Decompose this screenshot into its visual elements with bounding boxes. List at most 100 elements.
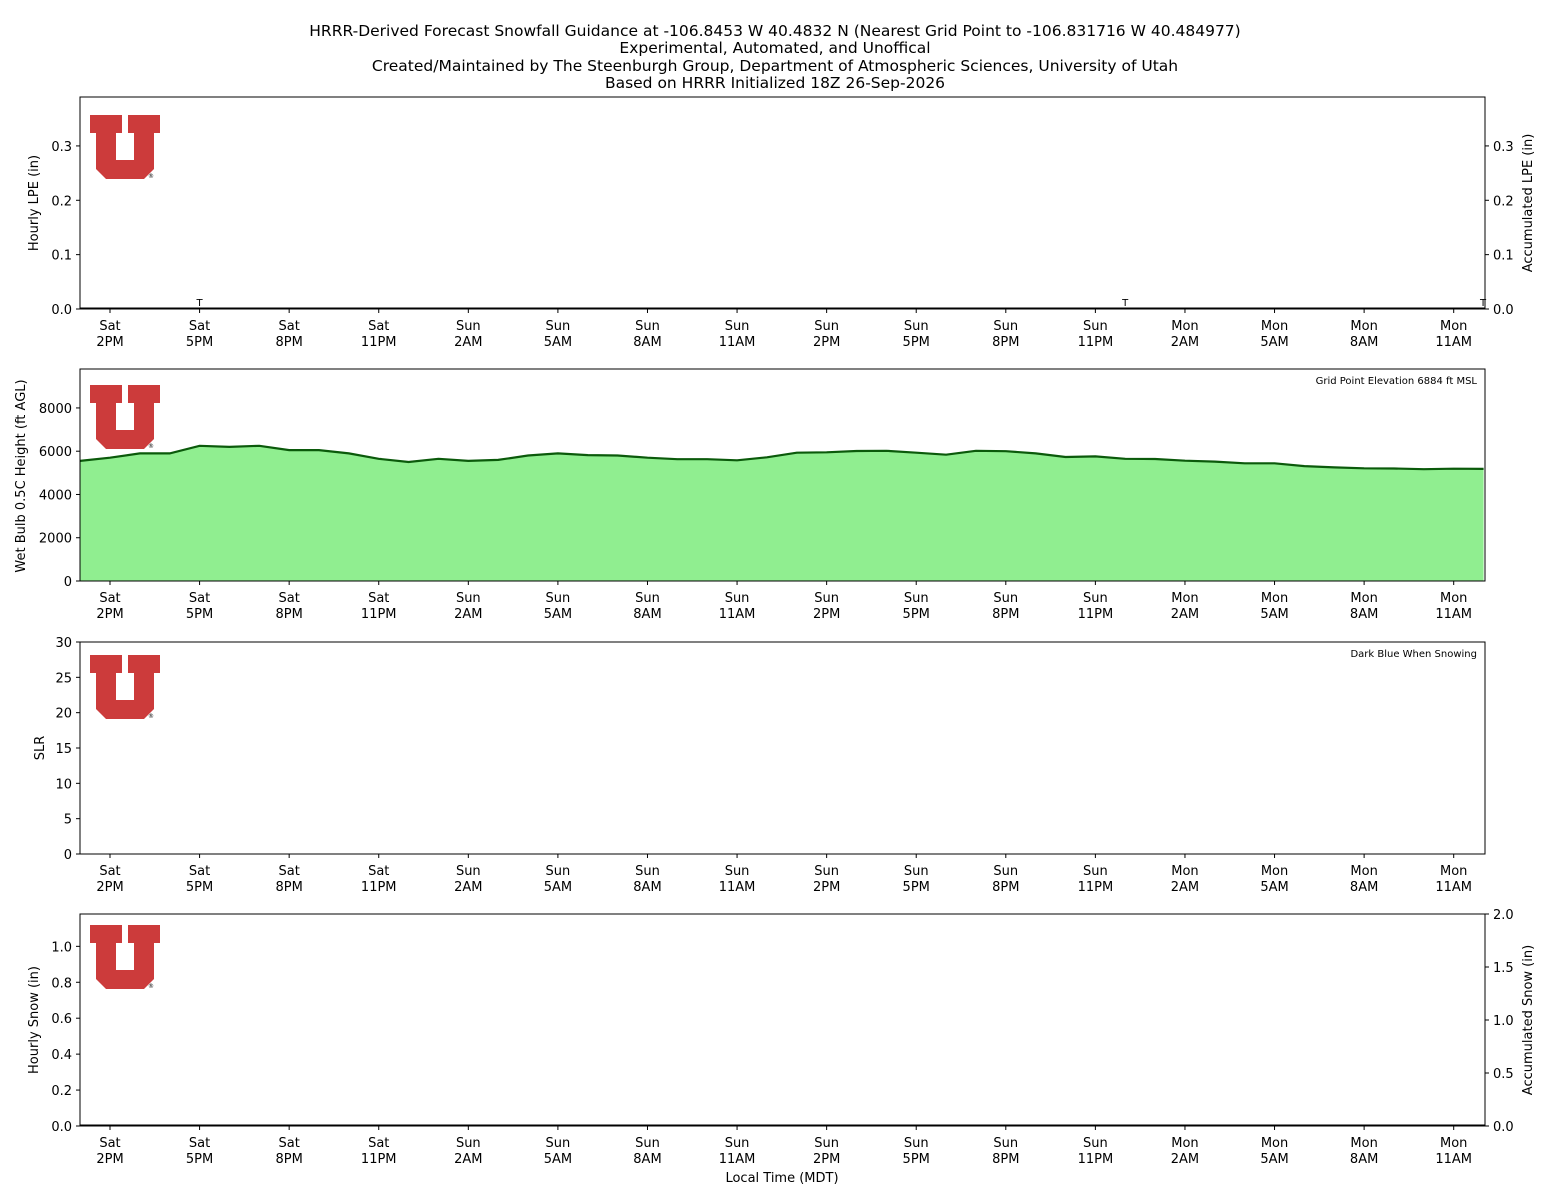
trace-marker: T xyxy=(196,298,204,309)
x-tick-label-day: Sat xyxy=(278,864,299,879)
x-tick-label-day: Sun xyxy=(725,1136,750,1151)
x-tick-label-time: 8AM xyxy=(1350,335,1378,350)
registered-mark: ® xyxy=(148,443,154,450)
x-tick-label-day: Sat xyxy=(189,591,210,606)
y-tick-label: 0.1 xyxy=(51,249,72,264)
panel-wetbulb-height: ® Grid Point Elevation 6884 ft MSL 0 2000… xyxy=(14,368,1486,622)
x-tick-label-time: 2AM xyxy=(1171,1152,1199,1167)
x-tick-label-day: Sun xyxy=(456,1136,481,1151)
x-tick-label-day: Sun xyxy=(814,591,839,606)
x-ticks: Sat2PMSat5PMSat8PMSat11PMSun2AMSun5AMSun… xyxy=(96,581,1472,622)
y-tick-label: 4000 xyxy=(39,488,72,503)
x-tick-label-time: 8PM xyxy=(275,1152,302,1167)
x-tick-label-time: 5AM xyxy=(544,607,572,622)
x-tick-label-day: Sun xyxy=(635,591,660,606)
x-tick-label-day: Mon xyxy=(1350,591,1377,606)
registered-mark: ® xyxy=(148,713,154,720)
x-tick-label-day: Sat xyxy=(368,591,389,606)
x-tick-label-day: Sat xyxy=(278,319,299,334)
x-tick-label-day: Sun xyxy=(546,319,571,334)
x-tick-label-day: Sun xyxy=(1083,864,1108,879)
y-tick-label-right: 2.0 xyxy=(1493,908,1514,923)
y-tick-label: 0.0 xyxy=(51,303,72,318)
y-axis-label-right: Accumulated Snow (in) xyxy=(1521,945,1536,1095)
y-tick-label-right: 0.0 xyxy=(1493,1120,1514,1135)
x-tick-label-time: 2PM xyxy=(96,1152,123,1167)
panel-hourly-snow: ® 0.0 0.2 0.4 0.6 0.8 1.0 0.0 0.5 1.0 1.5 2.0 Sat… xyxy=(27,908,1536,1167)
panel-slr: ® Dark Blue When Snowing 0 5 10 15 20 25 30 Sa… xyxy=(33,636,1486,895)
grid-elevation-annotation: Grid Point Elevation 6884 ft MSL xyxy=(1316,376,1478,387)
y-tick-label: 0.4 xyxy=(51,1048,72,1063)
x-tick-label-day: Mon xyxy=(1350,1136,1377,1151)
x-tick-label-day: Sun xyxy=(546,864,571,879)
y-tick-label: 15 xyxy=(55,742,72,757)
x-tick-label-time: 11AM xyxy=(1435,880,1472,895)
y-tick-label: 25 xyxy=(55,671,72,686)
y-tick-label: 30 xyxy=(55,636,72,651)
x-tick-label-day: Sat xyxy=(278,1136,299,1151)
y-tick-label: 0 xyxy=(64,848,72,863)
x-tick-label-time: 5AM xyxy=(544,335,572,350)
y-tick-label: 1.0 xyxy=(51,940,72,955)
y-tick-label: 2000 xyxy=(39,532,72,547)
y-tick-label-right: 1.5 xyxy=(1493,961,1514,976)
y-tick-label: 0 xyxy=(64,575,72,590)
y-tick-label-right: 0.3 xyxy=(1493,140,1514,155)
trace-marker: T xyxy=(1121,298,1129,309)
u-logo-shape xyxy=(90,655,160,719)
x-tick-label-time: 11PM xyxy=(1078,1152,1114,1167)
x-tick-label-time: 5PM xyxy=(903,335,930,350)
x-tick-label-time: 11AM xyxy=(1435,1152,1472,1167)
x-tick-label-day: Sat xyxy=(99,591,120,606)
x-tick-label-day: Sun xyxy=(1083,319,1108,334)
y-ticks-left: 0.0 0.2 0.4 0.6 0.8 1.0 xyxy=(51,940,80,1135)
x-tick-label-time: 2AM xyxy=(1171,607,1199,622)
x-tick-label-day: Sun xyxy=(993,591,1018,606)
logo-icon: ® xyxy=(90,385,160,450)
x-tick-label-day: Sun xyxy=(725,591,750,606)
x-tick-label-day: Sun xyxy=(635,1136,660,1151)
x-tick-label-day: Sun xyxy=(1083,1136,1108,1151)
x-tick-label-time: 2PM xyxy=(96,335,123,350)
registered-mark: ® xyxy=(148,173,154,180)
y-tick-label: 0.2 xyxy=(51,1084,72,1099)
y-tick-label-right: 0.2 xyxy=(1493,194,1514,209)
x-tick-label-time: 5AM xyxy=(1260,1152,1288,1167)
x-tick-label-time: 2AM xyxy=(1171,335,1199,350)
x-tick-label-time: 5AM xyxy=(544,880,572,895)
x-tick-label-day: Mon xyxy=(1261,864,1288,879)
x-tick-label-day: Sun xyxy=(456,591,481,606)
wetbulb-area xyxy=(79,444,1484,581)
figure-title: HRRR-Derived Forecast Snowfall Guidance … xyxy=(309,22,1240,92)
title-line-3: Created/Maintained by The Steenburgh Gro… xyxy=(372,57,1178,75)
x-tick-label-day: Sun xyxy=(546,591,571,606)
x-tick-label-time: 8PM xyxy=(275,880,302,895)
x-tick-label-time: 5AM xyxy=(1260,607,1288,622)
x-tick-label-day: Sun xyxy=(1083,591,1108,606)
x-tick-label-day: Mon xyxy=(1440,591,1467,606)
x-tick-label-time: 11PM xyxy=(361,1152,397,1167)
y-axis-label-right: Accumulated LPE (in) xyxy=(1521,134,1536,273)
x-tick-label-day: Sat xyxy=(368,1136,389,1151)
x-tick-label-time: 5PM xyxy=(186,335,213,350)
x-tick-label-day: Sun xyxy=(814,319,839,334)
y-tick-label-right: 0.5 xyxy=(1493,1067,1514,1082)
x-tick-label-day: Mon xyxy=(1171,1136,1198,1151)
x-tick-label-day: Sun xyxy=(904,591,929,606)
y-tick-label: 8000 xyxy=(39,402,72,417)
y-axis-label: Wet Bulb 0.5C Height (ft AGL) xyxy=(14,379,29,572)
x-tick-label-time: 2AM xyxy=(1171,880,1199,895)
x-tick-label-time: 8PM xyxy=(275,607,302,622)
y-tick-label: 5 xyxy=(64,813,72,828)
x-tick-label-day: Sun xyxy=(814,864,839,879)
x-ticks: Sat2PMSat5PMSat8PMSat11PMSun2AMSun5AMSun… xyxy=(96,1126,1472,1167)
x-tick-label-day: Sat xyxy=(189,864,210,879)
y-tick-label: 0.0 xyxy=(51,1120,72,1135)
title-line-1: HRRR-Derived Forecast Snowfall Guidance … xyxy=(309,22,1240,40)
x-tick-label-time: 8AM xyxy=(1350,880,1378,895)
y-tick-label: 0.8 xyxy=(51,976,72,991)
x-tick-label-time: 11PM xyxy=(361,335,397,350)
y-ticks-left: 0.0 0.1 0.2 0.3 xyxy=(51,140,80,318)
